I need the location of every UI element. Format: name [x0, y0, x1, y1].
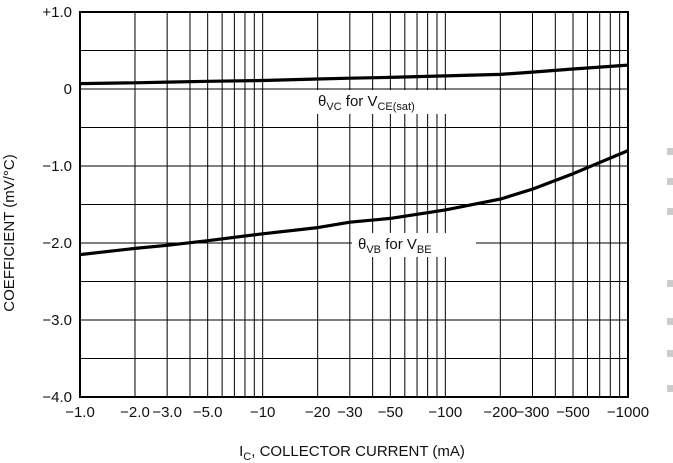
x-axis-label-sub: C — [243, 451, 251, 463]
x-tick-label: −300 — [516, 404, 550, 421]
margin-mark — [667, 318, 673, 325]
annotation-group: θVC for VCE(sat)θVB for VBE — [312, 90, 476, 257]
y-tick-label: −2.0 — [42, 235, 72, 252]
series-label: θVC for VCE(sat) — [318, 93, 415, 113]
series-label-bg — [312, 90, 456, 114]
series-line — [79, 149, 629, 257]
series-label-part: BE — [417, 244, 432, 256]
y-tick-label: 0 — [64, 81, 72, 98]
series-label-part: CE(sat) — [377, 101, 414, 113]
y-tick-label: −4.0 — [42, 389, 72, 406]
x-tick-label: −200 — [483, 404, 517, 421]
series-label-part: for V — [381, 236, 417, 253]
y-tick-label: −3.0 — [42, 312, 72, 329]
x-axis-label: IC, COLLECTOR CURRENT (mA) — [239, 443, 465, 463]
margin-mark — [667, 350, 673, 357]
margin-mark — [667, 148, 673, 155]
x-tick-label: −3.0 — [152, 404, 182, 421]
x-tick-label: −1000 — [607, 404, 649, 421]
series-label-part: VB — [366, 244, 381, 256]
x-tick-label: −5.0 — [193, 404, 223, 421]
series-label-part: VC — [326, 101, 341, 113]
x-tick-label: −100 — [428, 404, 462, 421]
series-line — [79, 63, 629, 86]
series-label-part: θ — [358, 236, 366, 253]
series-label: θVB for VBE — [358, 236, 432, 256]
x-tick-label: −500 — [556, 404, 590, 421]
margin-mark — [667, 385, 673, 392]
margin-mark — [667, 280, 673, 287]
margin-mark — [667, 208, 673, 215]
y-axis-label: COEFFICIENT (mV/°C) — [1, 154, 18, 311]
y-tick-label: +1.0 — [42, 4, 72, 21]
margin-mark — [667, 178, 673, 185]
x-tick-label: −50 — [378, 404, 403, 421]
series-group — [79, 63, 629, 257]
x-tick-label: −20 — [305, 404, 330, 421]
x-tick-label: −30 — [337, 404, 362, 421]
x-tick-label: −10 — [250, 404, 275, 421]
x-axis-label-main: I — [239, 443, 243, 460]
x-axis-label-rest: , COLLECTOR CURRENT (mA) — [251, 443, 465, 460]
x-tick-label: −2.0 — [120, 404, 150, 421]
plot-frame — [79, 11, 629, 398]
series-label-part: θ — [318, 93, 326, 110]
series-label-part: for V — [342, 93, 378, 110]
series-label-bg — [352, 233, 476, 257]
x-tick-label: −1.0 — [65, 404, 95, 421]
y-tick-label: −1.0 — [42, 158, 72, 175]
tick-labels: −1.0 −2.0 −3.0 −5.0 −10 −20 −30 −50 −100 −200−300… — [42, 4, 649, 421]
